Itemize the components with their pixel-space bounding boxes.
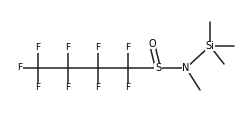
Text: S: S <box>155 63 161 73</box>
Text: F: F <box>95 84 101 92</box>
Text: F: F <box>95 43 101 53</box>
Text: F: F <box>17 64 22 72</box>
Text: F: F <box>65 84 71 92</box>
Text: N: N <box>182 63 190 73</box>
Text: F: F <box>125 84 131 92</box>
Text: F: F <box>35 43 41 53</box>
Text: F: F <box>65 43 71 53</box>
Text: Si: Si <box>205 41 214 51</box>
Text: O: O <box>148 39 156 49</box>
Text: F: F <box>125 43 131 53</box>
Text: F: F <box>35 84 41 92</box>
